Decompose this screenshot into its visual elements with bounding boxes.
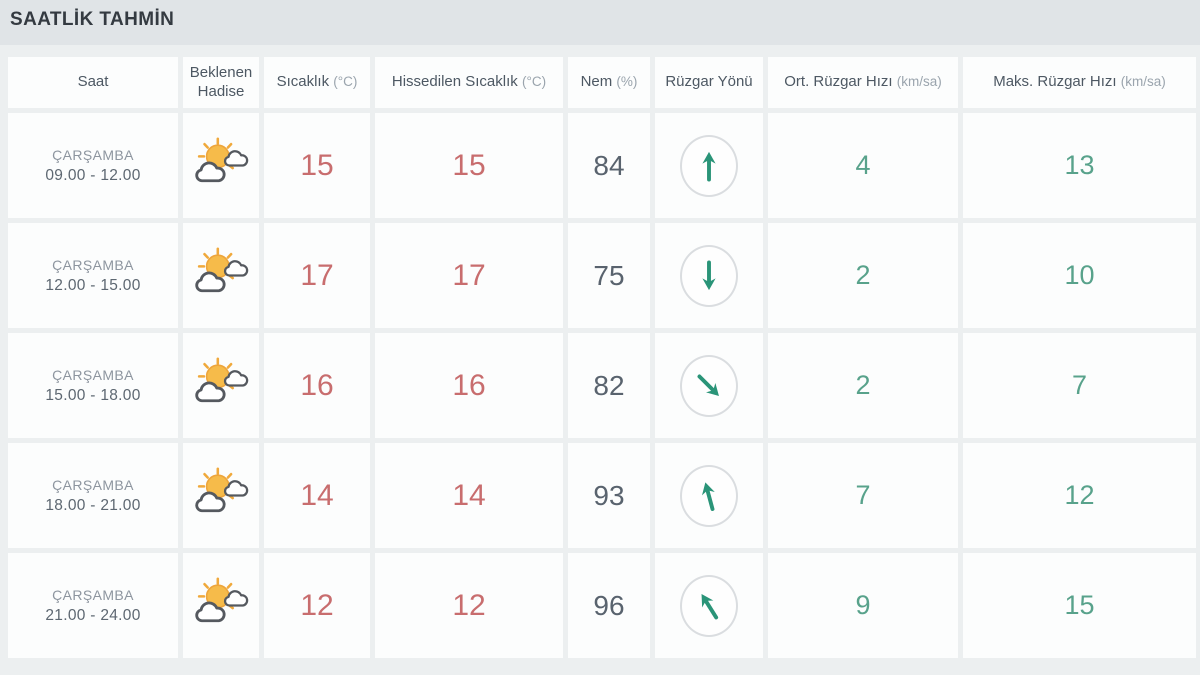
humidity-cell: 93 xyxy=(568,443,650,548)
wind-direction-cell xyxy=(655,333,763,438)
wind-direction-icon xyxy=(680,464,738,527)
feels-like-cell: 16 xyxy=(375,333,563,438)
title-bar: SAATLİK TAHMİN xyxy=(0,0,1200,45)
condition-cell xyxy=(183,333,259,438)
max-wind-cell: 13 xyxy=(963,113,1196,218)
hours-label: 18.00 - 21.00 xyxy=(45,496,141,514)
time-cell: ÇARŞAMBA 12.00 - 15.00 xyxy=(8,223,178,328)
partly-cloudy-icon xyxy=(195,466,249,512)
wind-arrow-icon xyxy=(700,149,718,181)
col-header-wind-direction: Rüzgar Yönü xyxy=(655,57,763,108)
wind-arrow-icon xyxy=(692,369,726,403)
day-label: ÇARŞAMBA xyxy=(52,586,134,603)
avg-wind-cell: 2 xyxy=(768,223,958,328)
partly-cloudy-icon xyxy=(195,246,249,292)
temperature-cell: 17 xyxy=(264,223,370,328)
time-cell: ÇARŞAMBA 09.00 - 12.00 xyxy=(8,113,178,218)
feels-like-cell: 15 xyxy=(375,113,563,218)
humidity-cell: 96 xyxy=(568,553,650,658)
temperature-cell: 14 xyxy=(264,443,370,548)
max-wind-cell: 15 xyxy=(963,553,1196,658)
humidity-cell: 75 xyxy=(568,223,650,328)
wind-arrow-icon xyxy=(693,588,724,623)
time-cell: ÇARŞAMBA 15.00 - 18.00 xyxy=(8,333,178,438)
col-header-humidity: Nem (%) xyxy=(568,57,650,108)
feels-like-cell: 12 xyxy=(375,553,563,658)
wind-direction-cell xyxy=(655,553,763,658)
humidity-cell: 82 xyxy=(568,333,650,438)
wind-direction-icon xyxy=(680,244,738,307)
max-wind-cell: 10 xyxy=(963,223,1196,328)
col-header-time: Saat xyxy=(8,57,178,108)
condition-cell xyxy=(183,113,259,218)
partly-cloudy-icon xyxy=(195,356,249,402)
wind-arrow-icon xyxy=(700,260,718,292)
hours-label: 09.00 - 12.00 xyxy=(45,166,141,184)
max-wind-cell: 7 xyxy=(963,333,1196,438)
day-label: ÇARŞAMBA xyxy=(52,146,134,163)
hourly-forecast-table: Saat Beklenen Hadise Sıcaklık (°C) Hisse… xyxy=(0,45,1200,675)
avg-wind-cell: 2 xyxy=(768,333,958,438)
day-label: ÇARŞAMBA xyxy=(52,366,134,383)
feels-like-cell: 17 xyxy=(375,223,563,328)
temperature-cell: 12 xyxy=(264,553,370,658)
temperature-cell: 15 xyxy=(264,113,370,218)
col-header-condition: Beklenen Hadise xyxy=(183,57,259,108)
temperature-cell: 16 xyxy=(264,333,370,438)
wind-direction-icon xyxy=(680,574,738,637)
col-header-max-wind: Maks. Rüzgar Hızı (km/sa) xyxy=(963,57,1196,108)
time-cell: ÇARŞAMBA 21.00 - 24.00 xyxy=(8,553,178,658)
partly-cloudy-icon xyxy=(195,576,249,622)
avg-wind-cell: 9 xyxy=(768,553,958,658)
wind-direction-cell xyxy=(655,113,763,218)
wind-direction-cell xyxy=(655,443,763,548)
col-header-temperature: Sıcaklık (°C) xyxy=(264,57,370,108)
condition-cell xyxy=(183,223,259,328)
wind-direction-icon xyxy=(680,354,738,417)
partly-cloudy-icon xyxy=(195,136,249,182)
avg-wind-cell: 4 xyxy=(768,113,958,218)
day-label: ÇARŞAMBA xyxy=(52,256,134,273)
condition-cell xyxy=(183,553,259,658)
time-cell: ÇARŞAMBA 18.00 - 21.00 xyxy=(8,443,178,548)
wind-arrow-icon xyxy=(697,478,721,513)
condition-cell xyxy=(183,443,259,548)
humidity-cell: 84 xyxy=(568,113,650,218)
hours-label: 21.00 - 24.00 xyxy=(45,606,141,624)
day-label: ÇARŞAMBA xyxy=(52,476,134,493)
hours-label: 15.00 - 18.00 xyxy=(45,386,141,404)
max-wind-cell: 12 xyxy=(963,443,1196,548)
feels-like-cell: 14 xyxy=(375,443,563,548)
hours-label: 12.00 - 15.00 xyxy=(45,276,141,294)
page-title: SAATLİK TAHMİN xyxy=(10,9,175,30)
col-header-avg-wind: Ort. Rüzgar Hızı (km/sa) xyxy=(768,57,958,108)
col-header-feels-like: Hissedilen Sıcaklık (°C) xyxy=(375,57,563,108)
avg-wind-cell: 7 xyxy=(768,443,958,548)
wind-direction-icon xyxy=(680,134,738,197)
wind-direction-cell xyxy=(655,223,763,328)
